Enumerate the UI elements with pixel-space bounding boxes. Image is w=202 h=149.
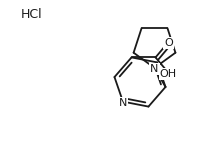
Text: HCl: HCl xyxy=(20,8,42,21)
Text: N: N xyxy=(118,98,126,108)
Text: N: N xyxy=(150,64,158,74)
Text: O: O xyxy=(163,38,172,48)
Text: OH: OH xyxy=(159,69,176,79)
